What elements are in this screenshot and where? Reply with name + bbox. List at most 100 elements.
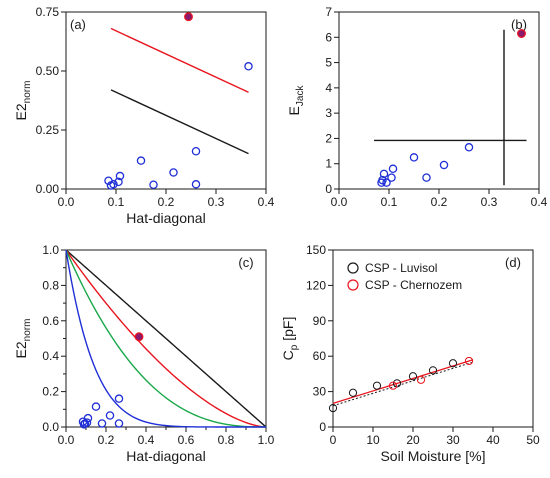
data-point: [191, 180, 201, 189]
data-point-series-0: [328, 404, 338, 413]
plot-frame: [332, 249, 534, 428]
x-tick-label: 0.2: [158, 195, 175, 209]
y-tick-label: 1.0: [42, 243, 59, 257]
y-axis-label-main: E: [286, 106, 302, 115]
y-tick-label: 0.4: [42, 349, 59, 363]
y-axis-label: Cp [pF]: [280, 317, 300, 361]
y-axis-label: E2norm: [13, 81, 33, 121]
y-tick-label: 0.50: [36, 64, 60, 78]
y-tick-label: 0.0: [42, 420, 59, 434]
curve-blue: [65, 249, 266, 428]
reference-line-black: [110, 89, 249, 155]
y-tick-label: 0.2: [42, 385, 59, 399]
data-point: [409, 153, 419, 162]
panel-label: (d): [505, 255, 521, 270]
data-point: [379, 169, 389, 179]
data-point: [115, 171, 125, 181]
legend-marker-1: [347, 279, 359, 291]
data-point: [105, 411, 115, 420]
data-point: [439, 160, 449, 170]
x-tick-label: 0.3: [481, 195, 498, 209]
legend-entry-0: CSP - Luvisol: [365, 261, 437, 275]
data-point: [169, 168, 178, 177]
y-tick-label: 60: [313, 349, 327, 363]
y-tick-label: 0.25: [36, 123, 60, 137]
data-point-series-1: [464, 356, 474, 366]
data-point: [191, 146, 201, 156]
y-axis-label: E2norm: [13, 319, 33, 359]
data-point-series-0: [408, 372, 418, 381]
y-tick-label: 120: [306, 278, 326, 292]
panel-label: (a): [70, 17, 86, 32]
panel-c: 0.0 0.2 0.4 0.6 0.8 1.0 0.0 0.2 0.4 0.6 0.8 1.0 Hat-…: [13, 243, 275, 464]
data-point: [136, 156, 146, 165]
fit-line-chernozem: [332, 359, 474, 405]
data-point-series-0: [372, 381, 382, 390]
y-tick-label: 5: [325, 56, 332, 70]
y-axis-label: EJack: [286, 85, 306, 116]
data-point: [91, 402, 101, 411]
x-tick-label: 20: [406, 433, 420, 447]
x-tick-label: 0.4: [531, 195, 548, 209]
data-point: [244, 62, 253, 71]
legend-marker-0: [347, 262, 359, 274]
data-point-series-0: [348, 388, 358, 397]
data-point: [83, 413, 93, 423]
y-tick-label: 30: [313, 385, 327, 399]
y-axis-label-subscript: norm: [22, 319, 33, 342]
x-tick-label: 1.0: [258, 433, 275, 447]
panel-b: 0.0 0.1 0.2 0.3 0.4 0 1 2 3 4 5 6 7 EJack (b): [286, 5, 548, 209]
data-point: [109, 180, 118, 189]
data-point: [382, 178, 391, 187]
y-axis-label-subscript: norm: [22, 81, 33, 104]
x-axis-label: Soil Moisture [%]: [380, 448, 485, 464]
y-tick-label: 150: [306, 243, 326, 257]
data-point-series-1: [388, 381, 398, 390]
x-tick-label: 10: [366, 433, 380, 447]
data-point: [114, 177, 123, 187]
data-point: [464, 143, 474, 152]
x-tick-label: 0.3: [208, 195, 225, 209]
x-tick-label: 0: [330, 433, 337, 447]
curve-black: [65, 249, 267, 428]
x-tick-label: 0.4: [258, 195, 275, 209]
y-tick-label: 0.6: [42, 314, 59, 328]
y-axis-label-main: E2: [13, 341, 29, 358]
x-tick-label: 30: [446, 433, 460, 447]
data-point-series-0: [428, 366, 438, 375]
fit-line-luvisol: [332, 361, 474, 407]
data-point-series-0: [392, 379, 402, 388]
y-tick-label: 0.75: [36, 5, 60, 19]
x-tick-label: 0.2: [431, 195, 448, 209]
y-tick-label: 0: [319, 420, 326, 434]
x-axis-label: Hat-diagonal: [126, 448, 205, 464]
panel-d: 0 10 20 30 40 50 0 30 60 90 120 150 Soil Moisture [%…: [280, 243, 540, 464]
data-point: [114, 394, 124, 403]
data-point: [149, 180, 158, 190]
data-point-series-0: [448, 359, 458, 368]
reference-line-red: [110, 27, 249, 93]
panel-label: (c): [238, 255, 253, 270]
curve-green: [65, 249, 266, 428]
data-point: [422, 173, 431, 182]
x-tick-label: 0.0: [58, 433, 75, 447]
highlighted-point: [134, 332, 144, 342]
y-tick-label: 4: [325, 81, 332, 95]
x-tick-label: 0.8: [218, 433, 235, 447]
y-tick-label: 0.8: [42, 278, 59, 292]
y-axis-label-subscript: p: [289, 344, 300, 350]
y-tick-label: 3: [325, 106, 332, 120]
highlighted-point: [184, 12, 193, 22]
highlighted-point: [517, 29, 526, 38]
curve-red: [65, 249, 267, 428]
data-point: [97, 419, 107, 428]
x-tick-label: 0.1: [108, 195, 125, 209]
x-tick-label: 0.1: [381, 195, 398, 209]
y-tick-label: 0.00: [36, 182, 60, 196]
data-point: [82, 418, 92, 427]
x-tick-label: 50: [526, 433, 540, 447]
x-tick-label: 0.2: [98, 433, 115, 447]
plot-frame: [338, 11, 540, 190]
legend-entry-1: CSP - Chernozem: [365, 278, 462, 292]
